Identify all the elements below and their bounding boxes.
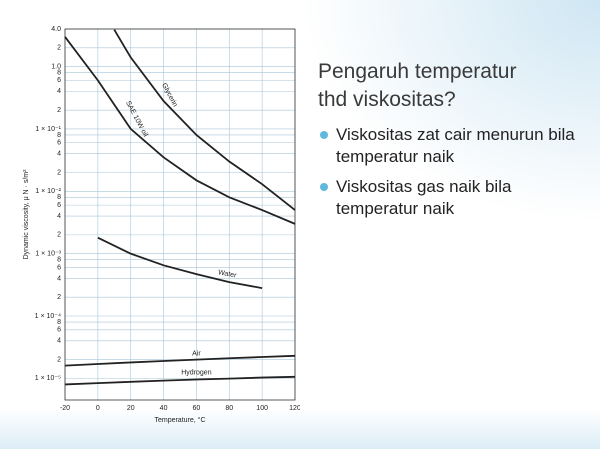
- line: [113, 29, 296, 211]
- y-tick-label: 8: [57, 257, 61, 264]
- y-tick-label: 4: [57, 88, 61, 95]
- y-tick-label: 2: [57, 356, 61, 363]
- y-tick-label: 4: [57, 151, 61, 158]
- x-axis-label: Temperature, °C: [154, 416, 205, 424]
- x-tick-label: 80: [225, 405, 233, 412]
- curve-label: SAE 10W oil: [124, 100, 149, 138]
- bullet: Viskositas gas naik bila temperatur naik: [318, 176, 588, 220]
- curve-label: Air: [192, 350, 201, 357]
- y-tick-label: 6: [57, 77, 61, 84]
- y-tick-label: 8: [57, 69, 61, 76]
- x-tick-label: 120: [289, 405, 300, 412]
- y-tick-label: 2: [57, 107, 61, 114]
- line: [64, 354, 296, 367]
- plot-frame: [64, 28, 296, 401]
- y-tick-label: 1 × 10⁻¹: [35, 126, 61, 133]
- curve-label: Water: [218, 269, 238, 279]
- y-tick-label: 4: [57, 338, 61, 345]
- curve-label: Hydrogen: [181, 369, 211, 376]
- x-tick-label: 20: [127, 405, 135, 412]
- y-tick-label: 6: [57, 202, 61, 209]
- y-tick-label: 1 × 10⁻³: [35, 250, 61, 257]
- y-tick-label: 8: [57, 194, 61, 201]
- y-tick-label: 6: [57, 327, 61, 334]
- y-tick-label: 1 × 10⁻⁵: [35, 375, 61, 382]
- x-tick-label: -20: [60, 405, 70, 412]
- x-tick-label: 0: [96, 405, 100, 412]
- x-tick-label: 40: [160, 405, 168, 412]
- slide-title: Pengaruh temperatur thd viskositas?: [318, 60, 517, 111]
- curve-label: Glycerin: [160, 82, 178, 108]
- y-tick-label: 4.0: [51, 26, 61, 33]
- y-tick-label: 2: [57, 294, 61, 301]
- y-tick-label: 2: [57, 45, 61, 52]
- y-tick-label: 1 × 10⁻⁴: [35, 313, 61, 320]
- y-tick-label: 8: [57, 319, 61, 326]
- x-tick-label: 100: [256, 405, 268, 412]
- y-tick-label: 1.0: [51, 63, 61, 70]
- line: [64, 375, 296, 386]
- y-tick-label: 4: [57, 275, 61, 282]
- bullet: Viskositas zat cair menurun bila tempera…: [318, 124, 588, 168]
- line: [97, 236, 263, 290]
- y-tick-label: 8: [57, 132, 61, 139]
- y-tick-label: 4: [57, 213, 61, 220]
- y-axis-label: Dynamic viscosity, μ N · s/m²: [23, 169, 30, 260]
- y-tick-label: 2: [57, 232, 61, 239]
- y-tick-label: 6: [57, 140, 61, 147]
- line: [64, 36, 296, 225]
- bullet-list: Viskositas zat cair menurun bila tempera…: [318, 124, 588, 228]
- x-tick-label: 60: [193, 405, 201, 412]
- y-tick-label: 2: [57, 169, 61, 176]
- y-tick-label: 6: [57, 264, 61, 271]
- y-tick-label: 1 × 10⁻²: [35, 188, 61, 195]
